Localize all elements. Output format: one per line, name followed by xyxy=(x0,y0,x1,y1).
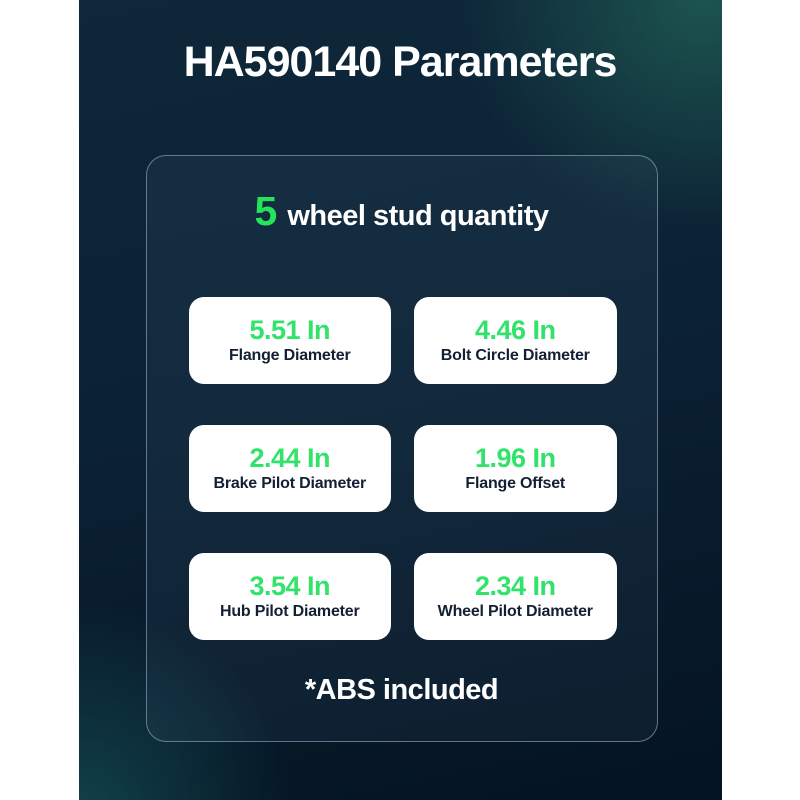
parameter-label: Bolt Circle Diameter xyxy=(440,347,590,365)
stud-quantity-line: 5 wheel stud quantity xyxy=(147,189,657,243)
stud-quantity-label: wheel stud quantity xyxy=(287,200,549,232)
parameter-value: 2.44 In xyxy=(249,443,331,474)
parameter-value: 2.34 In xyxy=(474,571,556,602)
parameter-value: 4.46 In xyxy=(474,315,556,346)
parameter-label: Flange Diameter xyxy=(229,347,351,365)
parameter-card-bolt-circle-diameter: 4.46 In Bolt Circle Diameter xyxy=(414,297,617,384)
parameter-card-wheel-pilot-diameter: 2.34 In Wheel Pilot Diameter xyxy=(414,553,617,640)
parameter-label: Hub Pilot Diameter xyxy=(219,603,360,621)
parameter-label: Wheel Pilot Diameter xyxy=(437,603,593,621)
parameters-panel: 5 wheel stud quantity 5.51 In Flange Diam… xyxy=(145,155,658,742)
parameter-value: 3.54 In xyxy=(249,571,331,602)
parameter-cards-grid: 5.51 In Flange Diameter 4.46 In Bolt Cir… xyxy=(188,297,617,640)
parameter-label: Flange Offset xyxy=(465,475,566,493)
parameter-value: 5.51 In xyxy=(249,315,331,346)
parameter-card-flange-offset: 1.96 In Flange Offset xyxy=(414,425,617,512)
stud-quantity-number: 5 xyxy=(254,188,278,234)
parameter-card-flange-diameter: 5.51 In Flange Diameter xyxy=(188,297,391,384)
product-infographic: HA590140 Parameters 5 wheel stud quantity… xyxy=(78,0,722,800)
abs-included-footnote: *ABS included xyxy=(304,674,499,706)
parameter-card-brake-pilot-diameter: 2.44 In Brake Pilot Diameter xyxy=(188,425,391,512)
parameter-card-hub-pilot-diameter: 3.54 In Hub Pilot Diameter xyxy=(188,553,391,640)
parameter-value: 1.96 In xyxy=(474,443,556,474)
page-title: HA590140 Parameters xyxy=(183,38,618,86)
parameter-label: Brake Pilot Diameter xyxy=(213,475,366,493)
